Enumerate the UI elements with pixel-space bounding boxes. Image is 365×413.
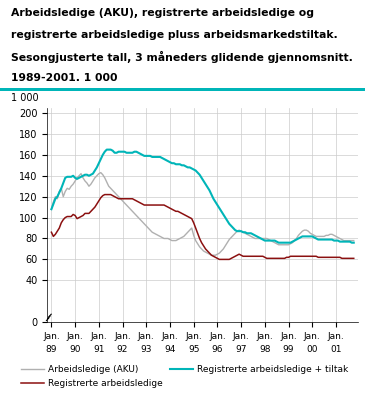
Text: Jan.: Jan. [209, 332, 226, 342]
Text: 92: 92 [117, 345, 128, 354]
Text: 93: 93 [141, 345, 152, 354]
Text: Sesongjusterte tall, 3 måneders glidende gjennomsnitt.: Sesongjusterte tall, 3 måneders glidende… [11, 51, 353, 63]
Text: Jan.: Jan. [304, 332, 320, 342]
Text: 00: 00 [307, 345, 318, 354]
Text: Jan.: Jan. [233, 332, 250, 342]
Legend: Arbeidsledige (AKU), Registrerte arbeidsledige, Registrerte arbeidsledige + tilt: Arbeidsledige (AKU), Registrerte arbeids… [21, 365, 348, 388]
Text: Jan.: Jan. [257, 332, 273, 342]
Text: Jan.: Jan. [185, 332, 202, 342]
Text: registrerte arbeidsledige pluss arbeidsmarkedstiltak.: registrerte arbeidsledige pluss arbeidsm… [11, 30, 338, 40]
Text: 96: 96 [212, 345, 223, 354]
Text: 97: 97 [235, 345, 247, 354]
Text: Jan.: Jan. [328, 332, 344, 342]
Text: 98: 98 [259, 345, 270, 354]
Text: Jan.: Jan. [114, 332, 131, 342]
Text: 1989-2001. 1 000: 1989-2001. 1 000 [11, 73, 118, 83]
Text: 91: 91 [93, 345, 105, 354]
Text: Jan.: Jan. [43, 332, 60, 342]
Text: 1 000: 1 000 [11, 93, 39, 103]
Text: 01: 01 [330, 345, 342, 354]
Text: Jan.: Jan. [280, 332, 297, 342]
Text: Jan.: Jan. [162, 332, 178, 342]
Text: Arbeidsledige (AKU), registrerte arbeidsledige og: Arbeidsledige (AKU), registrerte arbeids… [11, 8, 314, 18]
Text: Jan.: Jan. [138, 332, 155, 342]
Text: 90: 90 [69, 345, 81, 354]
Text: 95: 95 [188, 345, 199, 354]
Text: 89: 89 [46, 345, 57, 354]
Text: Jan.: Jan. [67, 332, 84, 342]
Text: 99: 99 [283, 345, 294, 354]
Text: 94: 94 [164, 345, 176, 354]
Text: Jan.: Jan. [91, 332, 107, 342]
